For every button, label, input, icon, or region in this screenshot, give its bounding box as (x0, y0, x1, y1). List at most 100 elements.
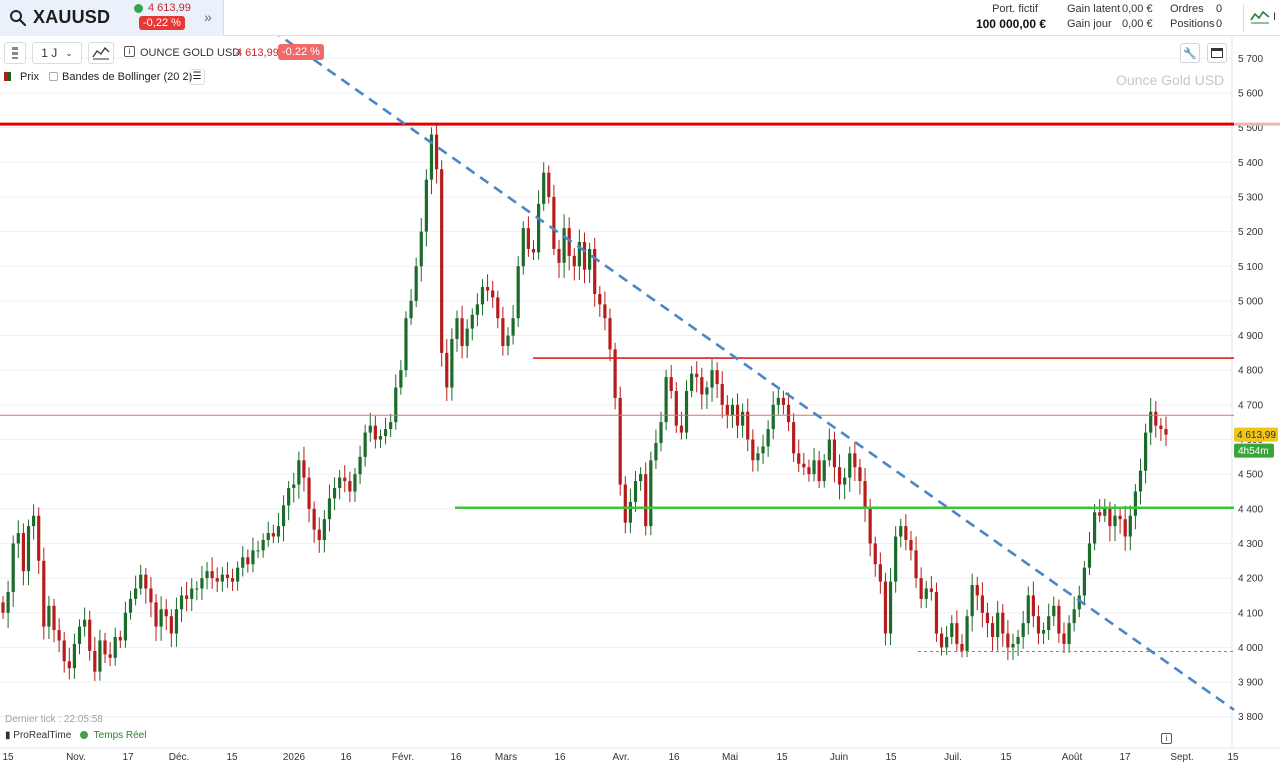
candle-body (399, 370, 403, 388)
candle-body (807, 467, 811, 475)
candle-body (797, 453, 801, 464)
latent-gain-label: Gain latent (1067, 3, 1121, 15)
candle-body (210, 571, 214, 579)
chevron-down-icon: ⌄ (65, 47, 73, 58)
candle-body (1149, 411, 1153, 433)
candle-body (1021, 623, 1025, 638)
legend-bollinger-checkbox[interactable] (49, 72, 58, 81)
candle-body (302, 460, 306, 478)
candle-body (511, 318, 515, 336)
candle-body (1062, 633, 1066, 644)
candle-body (598, 293, 602, 305)
price-chart[interactable]: 3 800 3 900 4 000 4 100 4 200 4 300 4 400 4 500… (0, 36, 1280, 763)
candle-body (659, 422, 663, 443)
candle-body (485, 287, 490, 291)
candle-body (644, 474, 648, 527)
candle-body (1052, 605, 1056, 617)
candle-body (955, 623, 959, 644)
orders-label[interactable]: Ordres (1170, 3, 1204, 15)
list-icon[interactable]: ☰ (189, 69, 205, 85)
candle-body (47, 605, 51, 627)
candle-body (547, 172, 551, 197)
x-tick-label: Févr. (392, 752, 414, 763)
candle-body (996, 612, 1000, 638)
x-tick-label: 17 (1119, 752, 1131, 763)
candle-body (868, 508, 872, 544)
candle-body (679, 425, 684, 433)
symbol-selector[interactable]: XAUUSD 4 613,99 -0,22 % » (0, 0, 224, 36)
candle-body (960, 643, 964, 651)
day-gain-label: Gain jour (1067, 18, 1112, 30)
candle-body (312, 508, 316, 530)
chart-type-button[interactable] (88, 42, 114, 64)
candle-body (919, 578, 923, 599)
candle-body (159, 609, 163, 627)
candle-body (894, 536, 898, 582)
candle-body (863, 481, 867, 509)
x-tick-label: Nov. (66, 752, 86, 763)
candle-body (516, 266, 520, 319)
drag-handle-icon[interactable] (4, 42, 26, 64)
candle-body (348, 481, 352, 492)
candle-body (883, 581, 888, 634)
candle-body (725, 404, 729, 416)
candle-body (42, 560, 46, 627)
candle-body (1031, 595, 1035, 617)
indicator-icon[interactable] (1249, 8, 1271, 26)
candle-body (1001, 612, 1005, 634)
last-price-tag (1234, 427, 1278, 442)
candle-body (832, 439, 837, 468)
trend-line (278, 36, 1235, 711)
provider-row: ▮ ProRealTime Temps Réel (5, 730, 146, 741)
y-tick-label: 5 300 (1238, 192, 1263, 203)
instrument-change-badge: -0.22 % (278, 44, 324, 60)
candle-body (373, 425, 377, 440)
legend-price-label[interactable]: Prix (20, 71, 39, 83)
candle-body (414, 266, 418, 301)
candle-body (37, 515, 41, 561)
y-tick-label: 5 100 (1238, 262, 1263, 273)
candle-body (608, 318, 612, 350)
candle-body (404, 318, 408, 371)
candle-body (746, 411, 750, 440)
candle-body (338, 477, 342, 489)
provider-icon: ▮ (5, 730, 11, 741)
candle-body (246, 557, 250, 565)
candle-body (1143, 432, 1148, 471)
y-tick-label: 4 400 (1238, 504, 1263, 515)
search-icon[interactable] (9, 9, 27, 27)
candle-body (251, 550, 255, 565)
candle-body (108, 654, 112, 658)
x-tick-label: Mai (722, 752, 738, 763)
info-icon[interactable]: i (1161, 733, 1172, 744)
x-tick-label: 2026 (283, 752, 306, 763)
candle-body (531, 248, 536, 253)
wrench-icon[interactable]: 🔧 (1180, 43, 1200, 63)
candle-body (470, 314, 474, 329)
positions-label[interactable]: Positions (1170, 18, 1215, 30)
info-icon[interactable]: i (124, 46, 135, 57)
x-tick-label: Sept. (1170, 752, 1193, 763)
candle-body (1057, 605, 1061, 634)
candle-body (185, 595, 189, 599)
candle-body (628, 501, 633, 523)
candle-body (62, 640, 66, 662)
candle-body (720, 384, 724, 405)
x-tick-label: 15 (776, 752, 788, 763)
x-tick-label: 15 (226, 752, 238, 763)
candle-body (169, 616, 173, 634)
expand-icon[interactable]: » (204, 9, 212, 25)
symbol-ticker[interactable]: XAUUSD (33, 7, 111, 27)
candle-body (873, 543, 877, 565)
window-icon[interactable] (1207, 43, 1227, 63)
candle-body (332, 488, 337, 499)
divider (1243, 4, 1244, 32)
quote-change-badge: -0,22 % (139, 16, 185, 30)
y-tick-label: 4 900 (1238, 331, 1263, 342)
candle-body (1098, 512, 1102, 516)
y-tick-label: 5 500 (1238, 123, 1263, 134)
top-bar: XAUUSD 4 613,99 -0,22 % » Port. fictif 1… (0, 0, 1280, 36)
candle-body (440, 169, 444, 353)
legend-bollinger-label[interactable]: Bandes de Bollinger (20 2) (62, 71, 193, 83)
timeframe-select[interactable]: 1 J ⌄ (32, 42, 82, 64)
